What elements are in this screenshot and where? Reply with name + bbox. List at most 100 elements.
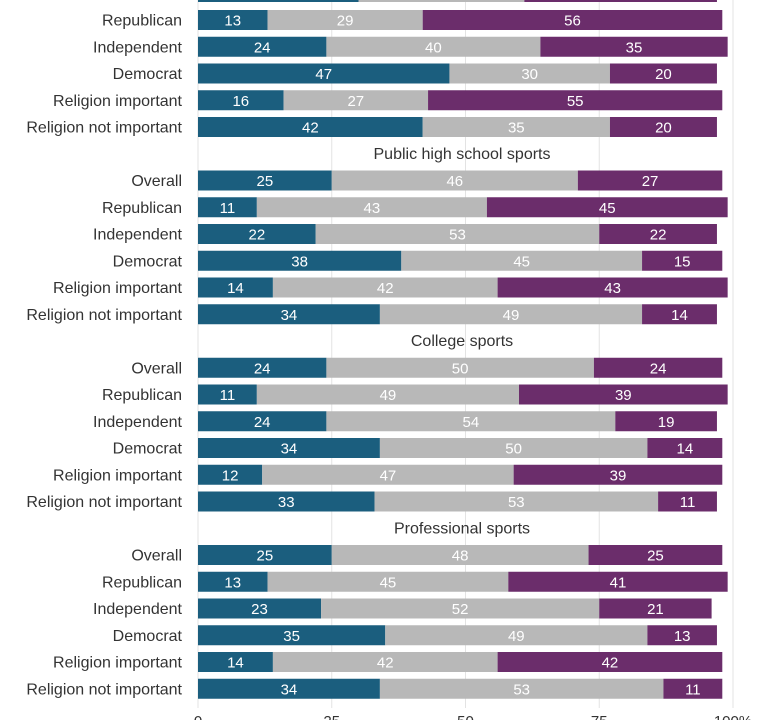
bar-value-label: 13: [224, 13, 241, 30]
bar-segment: [577, 170, 723, 191]
row-label: Democrat: [113, 66, 183, 83]
bar-value-label: 48: [452, 548, 469, 565]
bar-segment: [449, 63, 610, 84]
bar-segment: [283, 90, 429, 111]
bar-segment: [198, 170, 332, 191]
bar-segment: [321, 598, 600, 619]
row-label: Overall: [131, 360, 182, 377]
bar-segment: [315, 224, 600, 244]
bar-segment: [198, 0, 359, 2]
bar-value-label: 34: [281, 681, 298, 698]
bar-segment: [256, 384, 519, 405]
bar-segment: [198, 464, 263, 485]
bar-segment: [524, 0, 717, 2]
bar-value-label: 14: [227, 280, 244, 297]
bar-segment: [198, 625, 386, 646]
bar-segment: [198, 571, 268, 592]
bar-segment: [486, 197, 728, 218]
bar-segment: [647, 438, 723, 458]
bar-segment: [519, 384, 728, 405]
bar-segment: [513, 464, 723, 485]
bar-segment: [593, 357, 723, 378]
row-label: Religion not important: [26, 120, 182, 137]
bar-value-label: 22: [650, 227, 667, 244]
labels: Republican 13 29 56 Independent 24 40 35 Democra…: [26, 13, 752, 720]
bar-value-label: 38: [291, 253, 308, 270]
bar-value-label: 42: [377, 655, 394, 672]
bar-value-label: 55: [567, 93, 584, 110]
bar-value-label: 20: [655, 66, 672, 83]
bar-segment: [497, 652, 723, 672]
bar-segment: [198, 652, 273, 672]
bar-value-label: 49: [503, 307, 520, 324]
row-label: Republican: [102, 200, 182, 217]
bar-value-label: 42: [602, 655, 619, 672]
row-label: Religion important: [53, 655, 183, 672]
bar-segment: [267, 571, 509, 592]
bar-value-label: 13: [674, 628, 691, 645]
bar-value-label: 27: [642, 173, 659, 190]
bar-segment: [198, 304, 380, 325]
bar-value-label: 29: [337, 13, 354, 30]
bar-value-label: 35: [508, 120, 525, 137]
bar-value-label: 50: [505, 441, 522, 458]
bar-value-label: 47: [315, 66, 332, 83]
bar-value-label: 50: [452, 360, 469, 377]
row-label: Democrat: [113, 253, 183, 270]
bar-value-label: 47: [380, 467, 397, 484]
bar-segment: [198, 250, 402, 271]
bar-segment: [198, 438, 380, 458]
bar-segment: [401, 250, 643, 271]
bar-value-label: 42: [302, 120, 319, 137]
bar-value-label: 20: [655, 120, 672, 137]
bar-value-label: 14: [677, 441, 694, 458]
bar-value-label: 23: [251, 601, 268, 618]
row-label: Republican: [102, 574, 182, 591]
bar-value-label: 54: [463, 414, 480, 431]
bar-segment: [198, 197, 257, 218]
bar-segment: [198, 678, 380, 699]
bar-value-label: 46: [446, 173, 463, 190]
bar-segment: [198, 90, 284, 111]
bar-value-label: 53: [513, 681, 530, 698]
bar-value-label: 11: [220, 387, 236, 404]
bar-value-label: 30: [521, 66, 538, 83]
bar-segment: [609, 63, 717, 84]
bar-value-label: 34: [281, 441, 298, 458]
bar-value-label: 34: [281, 307, 298, 324]
bar-segment: [326, 411, 616, 432]
bar-value-label: 33: [278, 494, 295, 511]
bar-value-label: 39: [615, 387, 632, 404]
bar-value-label: 12: [222, 467, 239, 484]
bar-value-label: 56: [564, 13, 581, 30]
bar-segment: [198, 491, 375, 512]
bar-value-label: 45: [513, 253, 530, 270]
bar-value-label: 14: [227, 655, 244, 672]
x-tick-label: 25: [323, 713, 340, 720]
row-label: Democrat: [113, 441, 183, 458]
bar-value-label: 24: [650, 360, 667, 377]
section-title: Public high school sports: [374, 146, 551, 163]
section-title: College sports: [411, 333, 513, 350]
bar-value-label: 25: [257, 173, 274, 190]
bar-segment: [326, 36, 541, 57]
bar-segment: [379, 438, 648, 458]
bar-value-label: 52: [452, 601, 469, 618]
bar-segment: [267, 10, 423, 30]
bar-value-label: 43: [364, 200, 381, 217]
bar-segment: [599, 598, 712, 619]
row-label: Overall: [131, 173, 182, 190]
bar-segment: [374, 491, 659, 512]
row-label: Independent: [93, 414, 183, 431]
bar-segment: [198, 36, 327, 57]
row-label: Religion important: [53, 280, 183, 297]
bar-value-label: 35: [283, 628, 300, 645]
bar-value-label: 41: [610, 574, 627, 591]
bar-segment: [379, 678, 664, 699]
section-title: Professional sports: [394, 520, 530, 537]
bar-segment: [609, 117, 717, 137]
bar-segment: [658, 491, 717, 512]
x-tick-label: 75: [591, 713, 608, 720]
bar-value-label: 24: [254, 360, 271, 377]
